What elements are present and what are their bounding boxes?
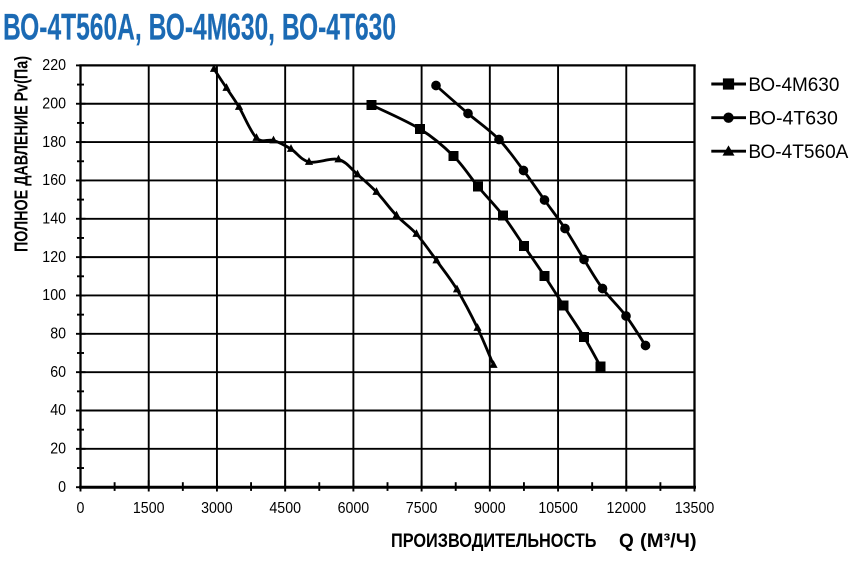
svg-text:Q: Q	[619, 531, 634, 552]
svg-text:9000: 9000	[474, 500, 506, 517]
svg-text:ВО-4Т560А: ВО-4Т560А	[748, 142, 848, 163]
svg-text:7500: 7500	[406, 500, 438, 517]
svg-text:ВО-4Т630: ВО-4Т630	[748, 109, 838, 130]
svg-text:180: 180	[42, 134, 66, 151]
svg-text:ВО-4М630: ВО-4М630	[748, 75, 839, 96]
svg-text:10500: 10500	[538, 500, 578, 517]
svg-text:4500: 4500	[269, 500, 301, 517]
svg-text:140: 140	[42, 211, 66, 228]
svg-text:ВО-4Т560А, ВО-4М630, ВО-4Т630: ВО-4Т560А, ВО-4М630, ВО-4Т630	[3, 7, 396, 48]
svg-text:60: 60	[50, 364, 66, 381]
svg-text:40: 40	[50, 402, 66, 419]
svg-text:100: 100	[42, 287, 66, 304]
svg-text:ПОЛНОЕ ДАВЛЕНИЕ Pv(Па): ПОЛНОЕ ДАВЛЕНИЕ Pv(Па)	[12, 56, 32, 252]
svg-text:120: 120	[42, 249, 66, 266]
svg-text:13500: 13500	[675, 500, 715, 517]
svg-text:12000: 12000	[607, 500, 647, 517]
svg-text:1500: 1500	[133, 500, 165, 517]
svg-text:0: 0	[58, 479, 66, 496]
svg-text:160: 160	[42, 172, 66, 189]
svg-text:0: 0	[77, 500, 85, 517]
svg-text:200: 200	[42, 95, 66, 112]
svg-text:80: 80	[50, 326, 66, 343]
svg-text:ПРОИЗВОДИТЕЛЬНОСТЬ: ПРОИЗВОДИТЕЛЬНОСТЬ	[391, 531, 597, 552]
svg-text:220: 220	[42, 57, 66, 74]
svg-text:(М³/Ч): (М³/Ч)	[640, 531, 697, 552]
svg-text:6000: 6000	[338, 500, 370, 517]
svg-text:20: 20	[50, 441, 66, 458]
svg-text:3000: 3000	[201, 500, 233, 517]
